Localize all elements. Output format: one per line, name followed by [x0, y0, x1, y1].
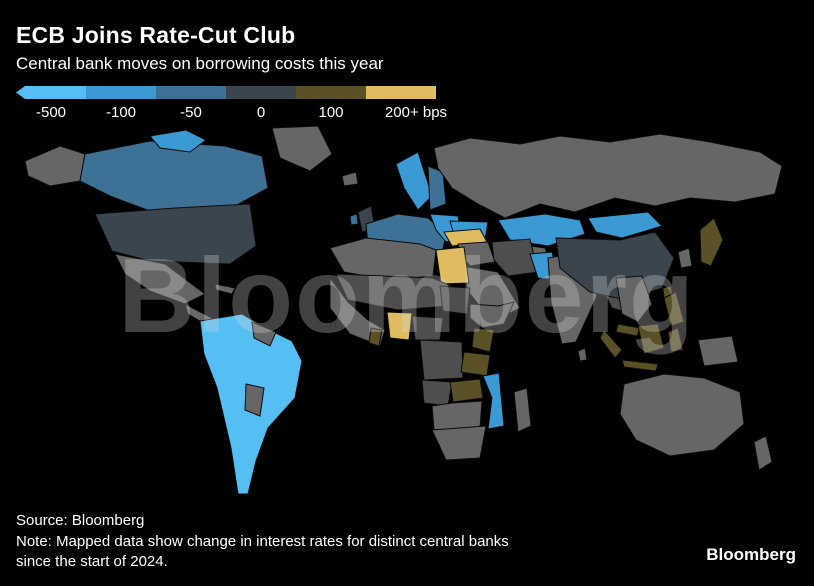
country-korea [677, 247, 693, 269]
legend-tick-label: 0 [256, 104, 266, 121]
legend-swatch [366, 86, 436, 99]
country-angola [421, 379, 453, 407]
country-alaska [24, 145, 86, 187]
country-sumatra [599, 329, 623, 359]
legend-swatch [226, 86, 296, 99]
page-subtitle: Central bank moves on borrowing costs th… [16, 54, 384, 73]
country-nigeria [386, 311, 413, 341]
country-iceland [341, 171, 359, 187]
note-line-1: Note: Mapped data show change in interes… [16, 533, 509, 550]
country-sulawesi [667, 327, 684, 353]
country-mozambique [482, 372, 505, 430]
country-zimbabwe-botswana [431, 400, 483, 431]
country-new-guinea [697, 335, 739, 367]
country-malaysia [615, 323, 641, 337]
country-egypt [435, 246, 470, 285]
legend-color-bar [16, 86, 436, 99]
legend-swatch [156, 86, 226, 99]
page-title: ECB Joins Rate-Cut Club [16, 22, 296, 48]
country-java [621, 359, 659, 372]
country-sahara [335, 273, 453, 311]
bloomberg-logo: Bloomberg [706, 545, 796, 564]
country-bolivia-paraguay [244, 383, 265, 417]
country-greenland [271, 126, 333, 172]
world-map [0, 126, 814, 510]
country-scandinavia [395, 151, 433, 211]
country-philippines [663, 291, 685, 327]
country-mongolia [587, 211, 663, 239]
country-borneo [637, 323, 665, 355]
source-line: Source: Bloomberg [16, 512, 145, 529]
country-usa [94, 203, 257, 265]
country-canada [79, 140, 269, 215]
country-kenya [471, 327, 495, 353]
country-zambia [449, 378, 484, 403]
legend-swatch [86, 86, 156, 99]
country-russia [433, 133, 783, 219]
legend-tick-label: 200+ bps [384, 104, 448, 121]
legend: -500 -100 -50 0 100 200+ bps [16, 86, 456, 121]
country-finland [427, 165, 447, 211]
legend-tick-label: -100 [105, 104, 137, 121]
note-line-2: since the start of 2024. [16, 553, 168, 570]
country-ireland [349, 213, 359, 226]
country-north-africa [329, 237, 437, 281]
country-iran [491, 238, 539, 277]
country-south-africa [431, 425, 487, 461]
country-sudan [439, 285, 471, 315]
country-new-zealand [753, 435, 773, 471]
country-cuba [214, 283, 236, 295]
country-australia [619, 373, 745, 457]
country-ghana [368, 327, 383, 347]
legend-tick-labels: -500 -100 -50 0 100 200+ bps [16, 104, 456, 121]
legend-swatch [296, 86, 366, 99]
country-madagascar [513, 387, 532, 433]
country-japan [699, 217, 724, 267]
legend-tick-label: -50 [180, 104, 202, 121]
country-sri-lanka [577, 347, 588, 362]
country-se-asia [615, 275, 653, 323]
country-drc [419, 339, 464, 381]
legend-swatch [16, 86, 86, 99]
country-guianas [251, 321, 277, 347]
country-arctic-islands [149, 129, 207, 153]
legend-tick-label: 100 [318, 104, 344, 121]
country-tanzania [460, 351, 491, 377]
legend-tick-label: -500 [35, 104, 67, 121]
country-central-africa [411, 315, 444, 341]
country-horn-of-africa [469, 301, 515, 329]
